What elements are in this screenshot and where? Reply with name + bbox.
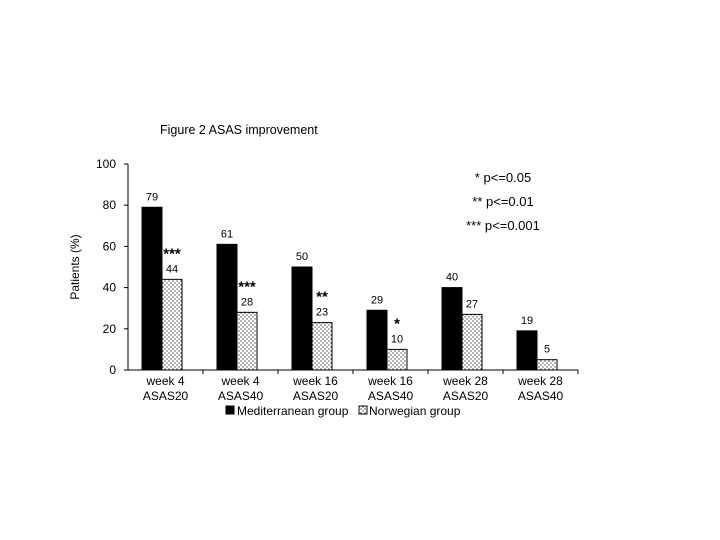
bar-mediterranean <box>141 206 163 371</box>
bar-norwegian <box>386 348 408 371</box>
bar-norwegian <box>536 359 558 371</box>
x-tick-label: week 16 <box>292 374 338 388</box>
x-tick-label: week 4 <box>145 374 184 388</box>
y-tick-label: 60 <box>103 239 117 253</box>
x-tick-label: ASAS20 <box>143 389 189 403</box>
data-label: 10 <box>391 333 403 345</box>
y-tick-label: 80 <box>103 198 117 212</box>
figure-title: Figure 2 ASAS improvement <box>160 123 318 137</box>
significance-marker: * <box>394 315 400 332</box>
bar-mediterranean <box>366 309 388 371</box>
legend-swatch-mediterranean <box>225 405 235 415</box>
x-tick-label: week 28 <box>442 374 488 388</box>
legend-swatch-norwegian <box>358 405 368 415</box>
x-tick-label: ASAS20 <box>293 389 339 403</box>
bar-norwegian <box>311 322 333 371</box>
bar-mediterranean <box>216 243 238 371</box>
bar-norwegian <box>461 313 483 371</box>
significance-key-annotation: *** p<=0.001 <box>466 218 540 233</box>
x-tick-label: ASAS20 <box>443 389 489 403</box>
data-label: 28 <box>241 296 253 308</box>
legend-label-mediterranean: Mediterranean group <box>237 404 349 418</box>
x-tick-label: week 28 <box>517 374 563 388</box>
y-tick-label: 0 <box>109 363 116 377</box>
legend-label-norwegian: Norwegian group <box>369 404 461 418</box>
bar-mediterranean <box>291 266 313 371</box>
bar-norwegian <box>161 278 183 371</box>
significance-marker: *** <box>238 278 256 295</box>
significance-key-annotation: * p<=0.05 <box>475 170 531 185</box>
data-label: 23 <box>316 307 328 319</box>
bar-mediterranean <box>441 287 463 371</box>
data-label: 5 <box>544 344 550 356</box>
x-tick-label: ASAS40 <box>218 389 264 403</box>
x-tick-label: ASAS40 <box>368 389 414 403</box>
significance-marker: ** <box>316 289 328 306</box>
data-label: 29 <box>371 294 383 306</box>
y-axis-label: Patients (%) <box>68 234 82 299</box>
data-label: 40 <box>446 272 458 284</box>
significance-key-annotation: ** p<=0.01 <box>472 194 533 209</box>
y-tick-label: 20 <box>103 322 117 336</box>
data-label: 44 <box>166 263 178 275</box>
y-tick-label: 100 <box>96 157 116 171</box>
x-tick-label: week 4 <box>220 374 259 388</box>
y-tick-label: 40 <box>103 281 117 295</box>
bar-norwegian <box>236 311 258 371</box>
x-tick-label: ASAS40 <box>518 389 564 403</box>
significance-marker: *** <box>163 245 181 262</box>
data-label: 50 <box>296 251 308 263</box>
data-label: 61 <box>221 228 233 240</box>
x-tick-label: week 16 <box>367 374 413 388</box>
bar-mediterranean <box>516 330 538 371</box>
data-label: 27 <box>466 298 478 310</box>
data-label: 79 <box>146 191 158 203</box>
data-label: 19 <box>521 315 533 327</box>
